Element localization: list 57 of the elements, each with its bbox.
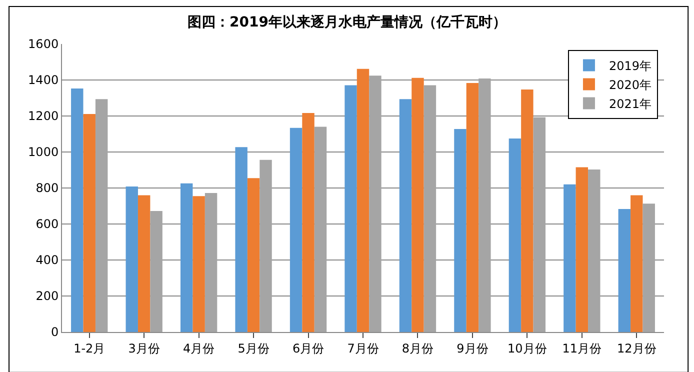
y-tick-label: 600	[36, 217, 59, 232]
y-tick-label: 0	[50, 325, 59, 340]
y-tick-label: 400	[36, 253, 59, 268]
bar	[95, 99, 108, 332]
y-tick-label: 1600	[28, 37, 59, 52]
bar	[314, 126, 327, 332]
x-tick-label: 11月份	[562, 341, 602, 356]
bar	[344, 85, 357, 332]
x-tick-label: 6月份	[292, 341, 324, 356]
bar	[478, 78, 491, 332]
bar	[83, 114, 96, 332]
bar	[588, 169, 600, 332]
y-tick-label: 800	[36, 181, 59, 196]
y-tick-label: 1400	[28, 73, 59, 88]
bar	[356, 68, 370, 332]
y-tick-label: 1200	[28, 109, 59, 124]
bar	[508, 138, 522, 332]
bar	[180, 183, 193, 332]
bar	[150, 211, 162, 332]
bar	[564, 184, 576, 332]
bar	[533, 117, 546, 332]
bar	[204, 193, 218, 332]
bar	[302, 112, 314, 332]
x-tick-label: 3月份	[128, 341, 160, 356]
legend-label: 2021年	[608, 96, 652, 111]
bar	[642, 204, 655, 332]
chart-title: 图四：2019年以来逐月水电产量情况（亿千瓦时）	[188, 14, 506, 31]
y-tick-label: 200	[36, 289, 59, 304]
legend-label: 2019年	[608, 58, 652, 73]
x-tick-label: 9月份	[456, 341, 488, 356]
bar	[618, 209, 631, 332]
bar	[454, 128, 466, 332]
bar	[399, 99, 412, 332]
bar	[138, 195, 150, 332]
x-tick-label: 7月份	[347, 341, 379, 356]
bar	[630, 195, 643, 332]
bar	[247, 178, 260, 332]
x-tick-label: 10月份	[508, 341, 547, 356]
legend-label: 2020年	[608, 78, 652, 92]
bar	[369, 76, 382, 332]
y-tick-label: 1000	[28, 145, 59, 160]
bar	[412, 78, 424, 332]
bar	[576, 167, 588, 332]
bar	[260, 160, 272, 332]
bar	[192, 196, 205, 332]
x-tick-label: 4月份	[183, 341, 215, 356]
bar	[235, 147, 248, 332]
x-tick-label: 8月份	[402, 341, 434, 356]
x-tick-label: 1-2月	[74, 341, 106, 356]
bar	[466, 83, 479, 332]
bar	[290, 128, 302, 332]
bar	[126, 186, 138, 332]
bar	[71, 88, 84, 332]
bar	[424, 85, 436, 332]
x-tick-label: 12月份	[617, 341, 656, 356]
x-tick-label: 5月份	[238, 341, 270, 356]
bar	[521, 90, 534, 332]
